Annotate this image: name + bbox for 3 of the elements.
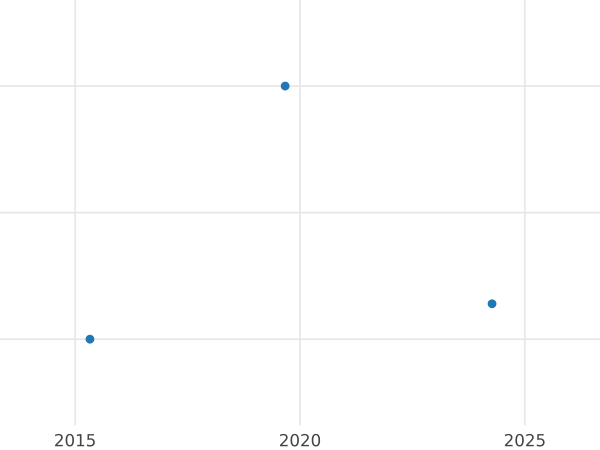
x-tick-label: 2015 (55, 434, 95, 446)
x-tick-label: 2020 (280, 434, 320, 446)
x-tick-label: 2025 (504, 434, 545, 446)
